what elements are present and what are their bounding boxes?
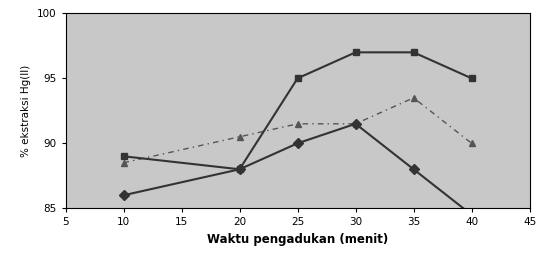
Y-axis label: % ekstraksi Hg(II): % ekstraksi Hg(II) bbox=[21, 65, 31, 157]
X-axis label: Waktu pengadukan (menit): Waktu pengadukan (menit) bbox=[207, 233, 388, 246]
